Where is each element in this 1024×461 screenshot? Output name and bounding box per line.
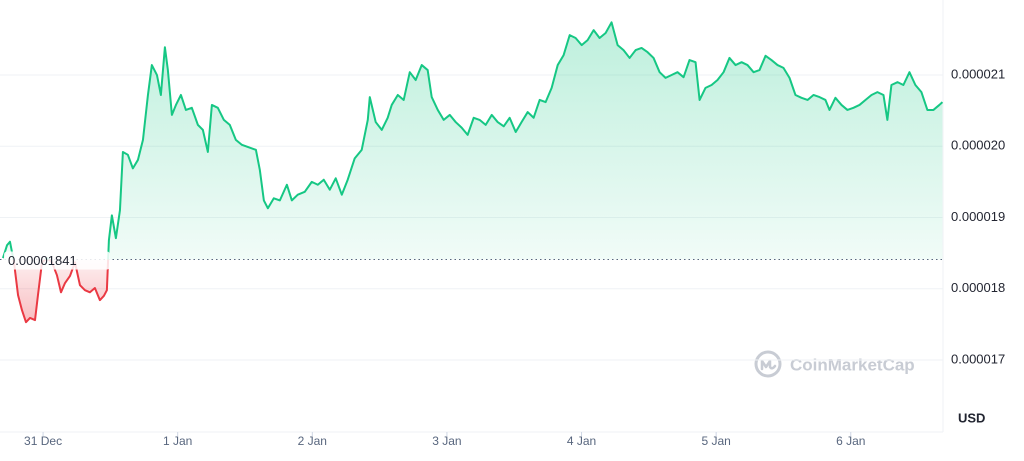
baseline-label: 0.00001841	[8, 253, 77, 268]
x-tick-label: 3 Jan	[432, 434, 461, 448]
price-line	[2, 21, 944, 324]
y-tick-label: 0.000021	[951, 66, 1005, 81]
watermark-logo	[754, 350, 782, 378]
x-tick-label: 4 Jan	[567, 434, 596, 448]
x-tick-label: 6 Jan	[836, 434, 865, 448]
y-tick-label: 0.000019	[951, 209, 1005, 224]
x-tick-label: 5 Jan	[701, 434, 730, 448]
price-area	[2, 22, 943, 323]
y-axis-unit: USD	[958, 410, 985, 425]
watermark: CoinMarketCap	[790, 355, 915, 374]
x-tick-label: 2 Jan	[298, 434, 327, 448]
y-tick-label: 0.000020	[951, 138, 1005, 153]
y-tick-label: 0.000017	[951, 351, 1005, 366]
x-tick-label: 1 Jan	[163, 434, 192, 448]
baseline-label-box	[4, 251, 110, 270]
y-tick-label: 0.000018	[951, 280, 1005, 295]
x-tick-label: 31 Dec	[24, 434, 62, 448]
